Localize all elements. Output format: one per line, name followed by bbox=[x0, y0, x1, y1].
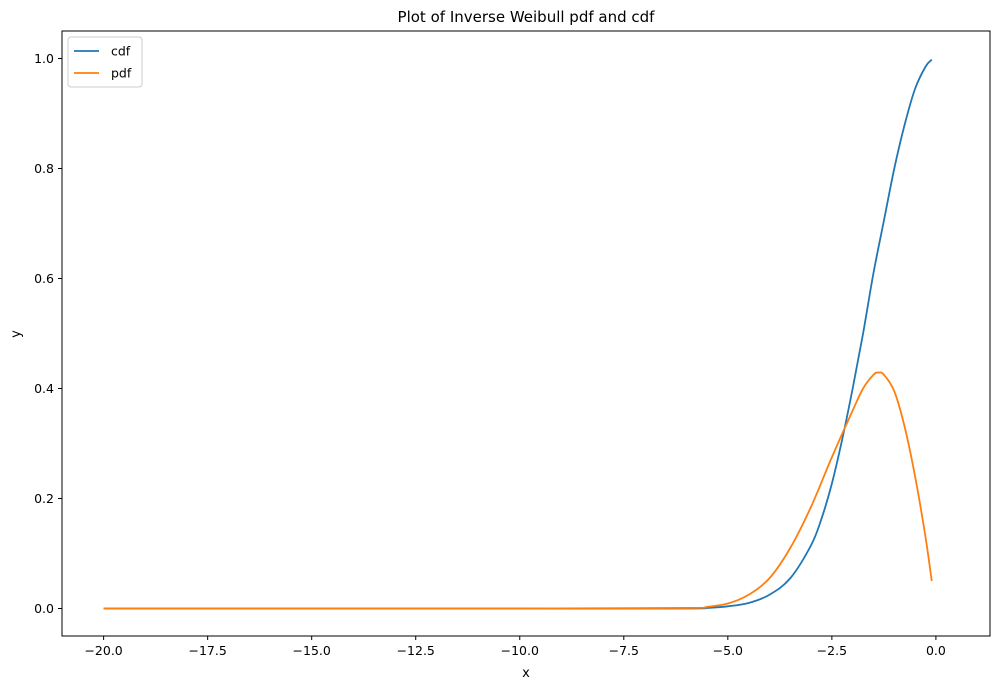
y-tick-label: 1.0 bbox=[34, 51, 54, 66]
y-axis: 0.0 0.2 0.4 0.6 0.8 1.0 bbox=[34, 51, 62, 616]
x-tick-label: −17.5 bbox=[188, 643, 226, 658]
y-tick-label: 0.6 bbox=[34, 271, 54, 286]
chart-title: Plot of Inverse Weibull pdf and cdf bbox=[398, 8, 656, 26]
x-axis-label: x bbox=[522, 666, 530, 681]
x-tick-label: −12.5 bbox=[397, 643, 435, 658]
x-tick-label: −2.5 bbox=[817, 643, 847, 658]
legend-label-cdf: cdf bbox=[111, 44, 131, 59]
x-tick-label: −15.0 bbox=[293, 643, 331, 658]
legend-box bbox=[67, 36, 143, 88]
y-tick-label: 0.2 bbox=[34, 491, 54, 506]
y-tick-label: 0.8 bbox=[34, 161, 54, 176]
series-line-pdf bbox=[103, 371, 933, 610]
y-tick-label: 0.0 bbox=[34, 601, 54, 616]
series-line-cdf bbox=[103, 58, 933, 610]
y-axis-label: y bbox=[9, 330, 24, 338]
x-axis: −20.0 −17.5 −15.0 −12.5 −10.0 −7.5 −5.0 −2.5 0.0 bbox=[84, 636, 946, 658]
x-tick-label: 0.0 bbox=[926, 643, 946, 658]
legend-label-pdf: pdf bbox=[111, 66, 132, 81]
x-tick-label: −10.0 bbox=[501, 643, 539, 658]
legend: cdf pdf bbox=[67, 36, 143, 88]
x-tick-label: −5.0 bbox=[713, 643, 743, 658]
series-layer bbox=[103, 58, 933, 610]
plot-frame bbox=[61, 30, 991, 637]
y-tick-label: 0.4 bbox=[34, 381, 54, 396]
x-tick-label: −7.5 bbox=[609, 643, 639, 658]
x-tick-label: −20.0 bbox=[84, 643, 122, 658]
plot-area bbox=[61, 30, 991, 637]
